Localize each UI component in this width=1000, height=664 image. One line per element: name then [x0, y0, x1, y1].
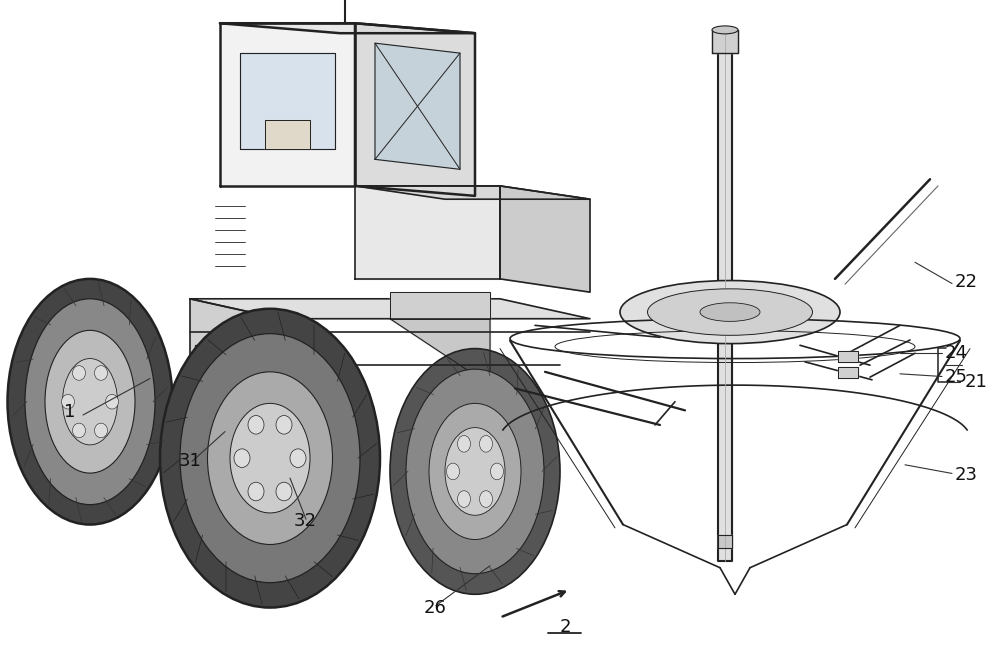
Ellipse shape: [248, 416, 264, 434]
Text: 24: 24: [945, 344, 968, 363]
Polygon shape: [190, 299, 590, 319]
Polygon shape: [195, 345, 265, 369]
Polygon shape: [375, 43, 460, 169]
Text: 32: 32: [294, 512, 316, 531]
Ellipse shape: [234, 449, 250, 467]
Text: 22: 22: [955, 273, 978, 291]
Ellipse shape: [94, 423, 107, 438]
Text: 26: 26: [424, 598, 446, 617]
Polygon shape: [500, 186, 590, 292]
Polygon shape: [712, 30, 738, 53]
Polygon shape: [355, 186, 590, 199]
Ellipse shape: [406, 369, 544, 574]
Ellipse shape: [712, 26, 738, 34]
Ellipse shape: [180, 334, 360, 583]
Ellipse shape: [160, 309, 380, 608]
Ellipse shape: [25, 299, 155, 505]
Ellipse shape: [457, 436, 470, 452]
Ellipse shape: [648, 289, 812, 335]
Ellipse shape: [72, 423, 85, 438]
Text: 21: 21: [965, 373, 988, 391]
Polygon shape: [390, 292, 490, 319]
Polygon shape: [240, 53, 335, 149]
Polygon shape: [718, 535, 732, 548]
Ellipse shape: [290, 449, 306, 467]
Ellipse shape: [429, 404, 521, 539]
Polygon shape: [355, 186, 500, 279]
Text: 23: 23: [955, 465, 978, 484]
Text: 1: 1: [64, 402, 76, 421]
Ellipse shape: [208, 372, 332, 544]
Ellipse shape: [230, 404, 310, 513]
Polygon shape: [355, 23, 475, 196]
Polygon shape: [838, 351, 858, 362]
Ellipse shape: [276, 416, 292, 434]
Polygon shape: [265, 120, 310, 149]
Ellipse shape: [620, 280, 840, 344]
Ellipse shape: [94, 366, 107, 380]
Ellipse shape: [700, 303, 760, 321]
Text: 2: 2: [559, 618, 571, 637]
Ellipse shape: [490, 463, 504, 480]
Ellipse shape: [276, 482, 292, 501]
Polygon shape: [190, 299, 280, 402]
Ellipse shape: [446, 463, 459, 480]
Polygon shape: [718, 33, 732, 561]
Ellipse shape: [390, 349, 560, 594]
Ellipse shape: [8, 279, 173, 525]
Polygon shape: [390, 319, 490, 385]
Text: 25: 25: [945, 368, 968, 386]
Ellipse shape: [72, 366, 86, 380]
Ellipse shape: [480, 436, 492, 452]
Ellipse shape: [62, 394, 74, 409]
Ellipse shape: [445, 428, 505, 515]
Polygon shape: [220, 23, 475, 33]
Ellipse shape: [248, 482, 264, 501]
Ellipse shape: [480, 491, 492, 507]
Ellipse shape: [45, 331, 135, 473]
Text: 31: 31: [179, 452, 201, 471]
Ellipse shape: [105, 394, 119, 409]
Ellipse shape: [457, 491, 470, 507]
Polygon shape: [838, 367, 858, 378]
Polygon shape: [220, 23, 355, 186]
Ellipse shape: [62, 359, 118, 445]
